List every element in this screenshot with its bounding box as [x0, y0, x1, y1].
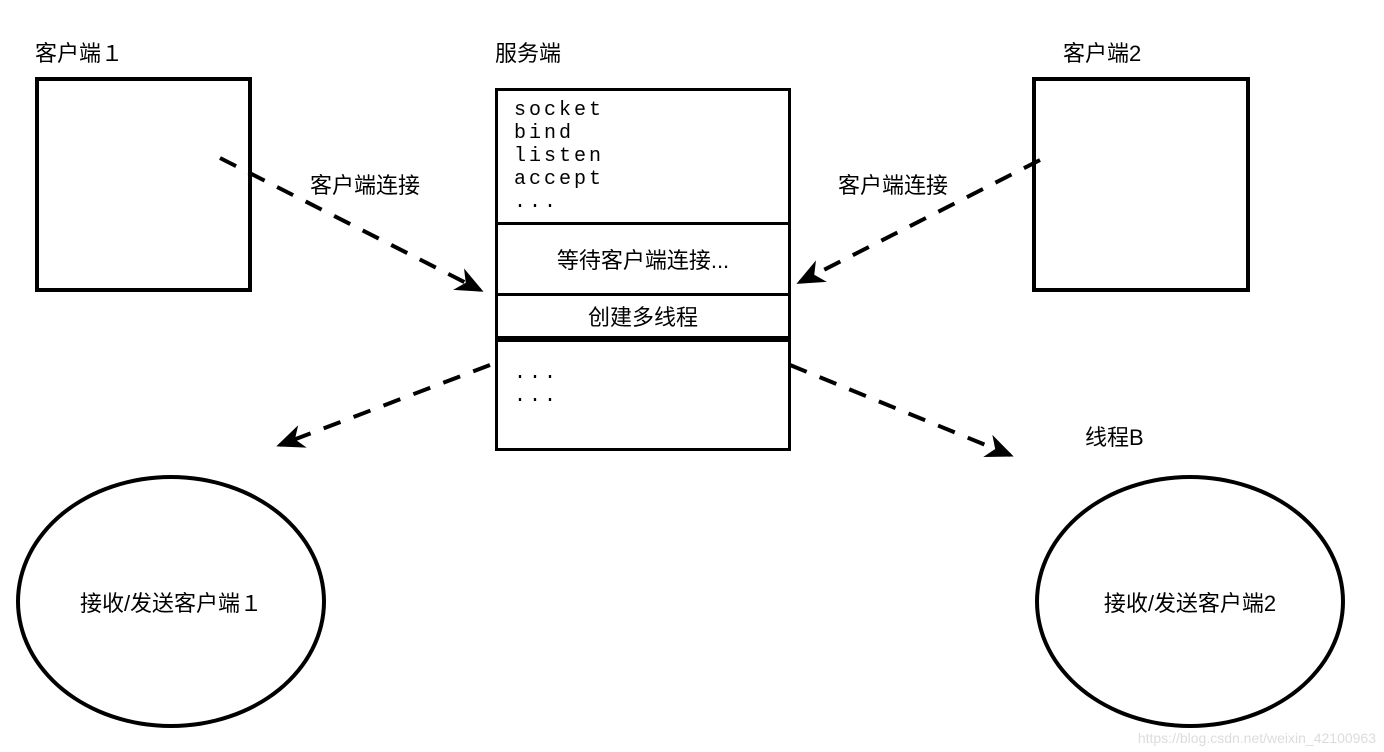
arrows-layer — [0, 0, 1384, 752]
arrow-server-to-thread-a — [280, 365, 490, 445]
arrow-client1-to-server — [220, 158, 480, 290]
watermark: https://blog.csdn.net/weixin_42100963 — [1138, 730, 1376, 746]
arrow-client2-to-server — [800, 160, 1040, 282]
arrow-server-to-thread-b — [790, 365, 1010, 455]
